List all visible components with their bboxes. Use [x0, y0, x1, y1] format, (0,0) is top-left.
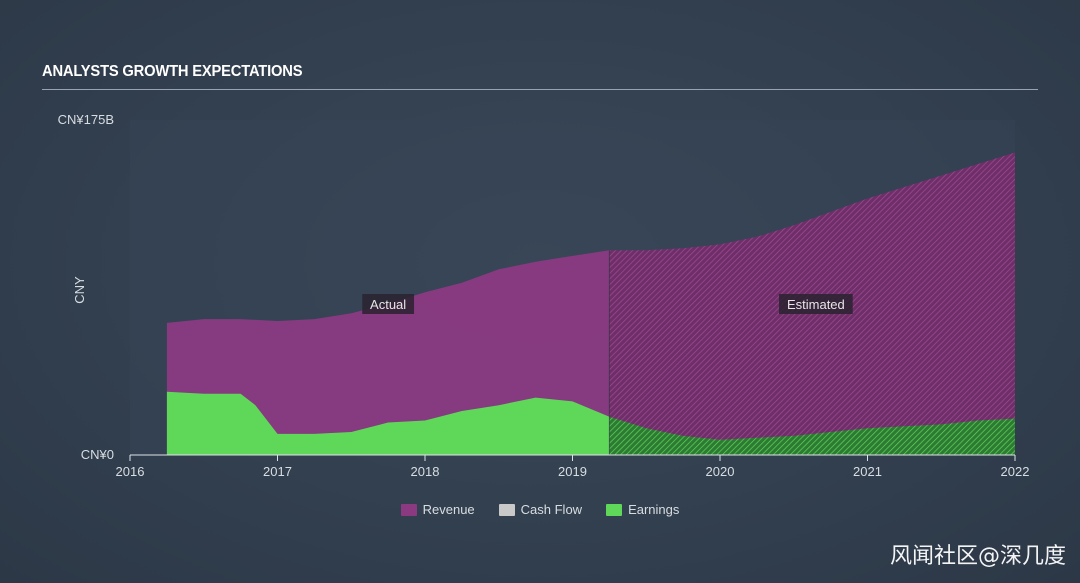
region-label-estimated-bg [779, 294, 853, 314]
region-label-actual-bg [362, 294, 415, 314]
legend-swatch-revenue [400, 503, 417, 516]
region-label-estimated: Estimated [779, 294, 853, 314]
y-tick-label-bottom: CN¥0 [81, 447, 114, 462]
x-tick-label-2016: 2016 [116, 464, 145, 479]
legend-item-cash-flow[interactable]: Cash Flow [498, 502, 583, 517]
region-label-actual: Actual [362, 294, 415, 314]
y-axis-label: CNY [72, 276, 87, 304]
x-tick-label-2022: 2022 [1001, 464, 1030, 479]
title-divider [42, 89, 1038, 90]
region-label-actual-text: Actual [370, 297, 406, 312]
x-tick-label-2017: 2017 [263, 464, 292, 479]
series-earnings-estimated-area [609, 416, 1015, 455]
y-tick-label-top: CN¥175B [58, 112, 114, 127]
x-tick-label-2019: 2019 [558, 464, 587, 479]
legend-item-earnings[interactable]: Earnings [606, 502, 679, 517]
legend-label-cash-flow: Cash Flow [520, 502, 583, 517]
region-label-estimated-text: Estimated [787, 297, 845, 312]
watermark: 风闻社区@深几度 [889, 544, 1066, 569]
legend-label-revenue: Revenue [422, 502, 475, 517]
series-revenue-actual-area [166, 250, 610, 455]
legend-swatch-earnings [606, 503, 623, 516]
series-earnings-actual-area [166, 391, 610, 455]
x-tick-label-2018: 2018 [411, 464, 440, 479]
legend-item-revenue[interactable]: Revenue [400, 502, 475, 517]
legend-label-earnings: Earnings [628, 502, 680, 517]
legend-swatch-cash-flow [498, 503, 515, 516]
x-tick-label-2020: 2020 [706, 464, 735, 479]
chart-title: ANALYSTS GROWTH EXPECTATIONS [42, 63, 303, 80]
chart-legend: Revenue Cash Flow Earnings [0, 502, 1080, 517]
x-tick-label-2021: 2021 [853, 464, 882, 479]
